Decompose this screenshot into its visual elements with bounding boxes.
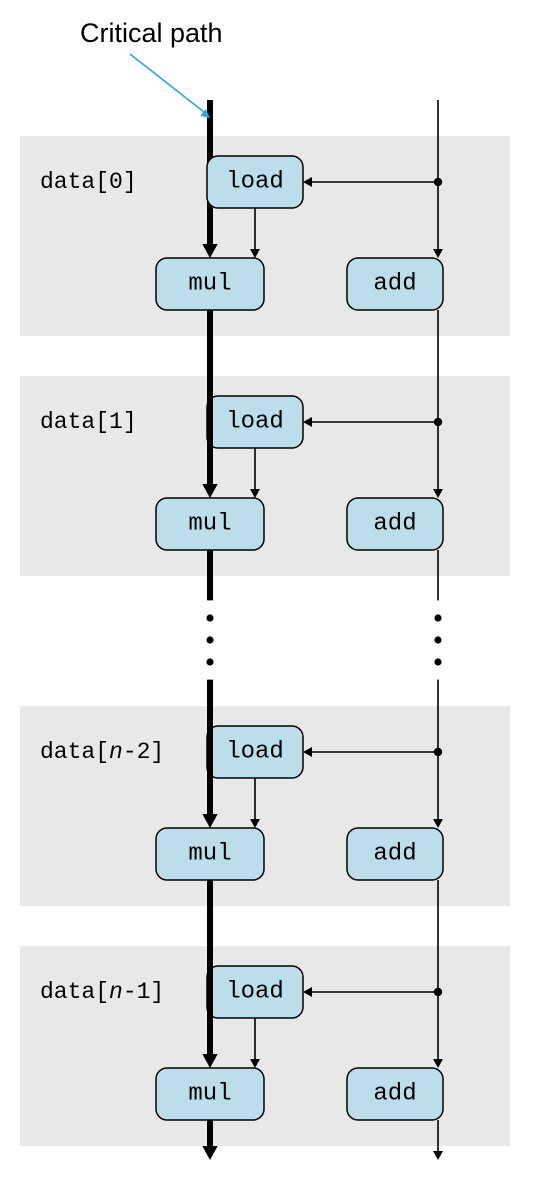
iteration-label: data[n-1] bbox=[40, 979, 164, 1005]
diagram-title: Critical path bbox=[80, 18, 223, 48]
mul-node-label: mul bbox=[188, 1081, 231, 1108]
add-node-label: add bbox=[373, 271, 416, 298]
ellipsis-dot bbox=[206, 636, 213, 643]
ellipsis-dot bbox=[206, 614, 213, 621]
add-node-label: add bbox=[373, 1081, 416, 1108]
mul-node-label: mul bbox=[188, 271, 231, 298]
ellipsis-dot bbox=[434, 636, 441, 643]
mul-node-label: mul bbox=[188, 841, 231, 868]
ellipsis-dot bbox=[434, 658, 441, 665]
title-pointer bbox=[130, 54, 204, 112]
add-node-label: add bbox=[373, 511, 416, 538]
ellipsis-dot bbox=[206, 658, 213, 665]
load-node-label: load bbox=[226, 979, 284, 1006]
mul-node-label: mul bbox=[188, 511, 231, 538]
add-node-label: add bbox=[373, 841, 416, 868]
iteration-label: data[1] bbox=[40, 409, 137, 435]
load-node-label: load bbox=[226, 739, 284, 766]
load-node-label: load bbox=[226, 169, 284, 196]
ellipsis-dot bbox=[434, 614, 441, 621]
arrowhead bbox=[202, 1146, 217, 1160]
load-node-label: load bbox=[226, 409, 284, 436]
arrowhead bbox=[433, 1151, 443, 1160]
iteration-label: data[n-2] bbox=[40, 739, 164, 765]
iteration-label: data[0] bbox=[40, 169, 137, 195]
